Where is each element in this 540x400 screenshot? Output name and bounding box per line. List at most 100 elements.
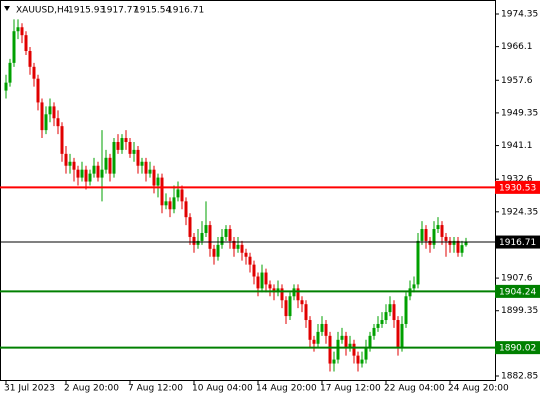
candle-body — [296, 288, 300, 301]
candle-body — [176, 189, 180, 198]
candle-body — [236, 244, 240, 249]
candle-body — [196, 240, 200, 245]
candle-body — [156, 177, 160, 186]
header-value: 1915.93 — [68, 6, 105, 16]
header-value: 1915.54 — [134, 6, 171, 16]
candle-body — [348, 343, 352, 348]
candle-body — [36, 78, 40, 103]
header-arrow[interactable] — [4, 6, 10, 11]
candle-body — [392, 304, 396, 321]
level-label: 1916.71 — [499, 238, 536, 248]
candle-body — [116, 141, 120, 150]
candle-body — [376, 323, 380, 328]
candle-body — [188, 217, 192, 237]
level-label-bg — [495, 235, 540, 249]
candle-body — [256, 276, 260, 289]
candle-body — [312, 339, 316, 344]
candle-body — [32, 66, 36, 79]
candle-body — [164, 201, 168, 206]
candle-body — [248, 256, 252, 265]
candle-body — [460, 245, 464, 253]
candle-body — [128, 141, 132, 154]
candle-body — [340, 335, 344, 340]
candle-body — [440, 225, 444, 237]
x-tick-label: 10 Aug 04:00 — [192, 384, 253, 394]
x-tick-label: 22 Aug 04:00 — [384, 384, 445, 394]
candle-body — [152, 169, 156, 186]
candle-body — [260, 272, 264, 289]
candle-body — [432, 229, 436, 245]
candle-body — [72, 161, 76, 170]
candle-body — [168, 201, 172, 210]
candle-body — [308, 320, 312, 340]
x-tick-label: 24 Aug 20:00 — [448, 384, 509, 394]
candle-body — [316, 331, 320, 344]
candle-body — [172, 197, 176, 210]
candle-body — [424, 229, 428, 241]
x-tick-label: 31 Jul 2023 — [4, 384, 55, 394]
candle-body — [244, 252, 248, 257]
candle-body — [396, 320, 400, 348]
x-tick-label: 7 Aug 12:00 — [128, 384, 183, 394]
y-tick-label: 1974.35 — [501, 10, 538, 20]
candle-body — [444, 236, 448, 241]
level-label-bg — [495, 341, 540, 355]
candle-body — [48, 106, 52, 115]
level-label: 1904.24 — [499, 287, 536, 297]
candle-body — [368, 335, 372, 348]
candle-body — [304, 304, 308, 321]
candle-body — [300, 300, 304, 305]
candle-body — [280, 288, 284, 301]
candle-body — [52, 106, 56, 119]
candle-body — [80, 169, 84, 178]
candle-body — [60, 126, 64, 154]
y-tick-label: 1966.1 — [501, 42, 533, 52]
y-tick-label: 1907.6 — [501, 274, 533, 284]
candle-body — [216, 244, 220, 257]
level-label: 1930.53 — [499, 183, 536, 193]
candle-body — [100, 169, 104, 178]
candle-body — [464, 242, 468, 246]
candle-body — [276, 288, 280, 293]
candle-body — [352, 343, 356, 356]
candle-body — [264, 272, 268, 285]
symbol: XAUUSD,H4 — [16, 6, 70, 16]
candle-body — [420, 229, 424, 241]
candle-body — [204, 225, 208, 233]
candle-body — [436, 225, 440, 230]
candle-body — [180, 189, 184, 202]
candle-body — [88, 173, 92, 182]
candle-body — [56, 118, 60, 127]
candle-body — [12, 31, 16, 63]
candle-body — [92, 165, 96, 174]
header-value: 1916.71 — [167, 6, 204, 16]
candle-body — [224, 229, 228, 237]
candle-body — [268, 284, 272, 289]
candle-body — [344, 335, 348, 348]
candle-body — [120, 138, 124, 150]
candle-body — [232, 240, 236, 249]
y-tick-label: 1957.6 — [501, 76, 533, 86]
candle-body — [64, 153, 68, 166]
candle-body — [24, 35, 28, 51]
candle-body — [108, 157, 112, 174]
candle-body — [252, 264, 256, 277]
candle-body — [320, 323, 324, 332]
candle-body — [400, 323, 404, 348]
candle-body — [412, 284, 416, 289]
y-tick-label: 1949.35 — [501, 108, 538, 118]
candle-body — [240, 244, 244, 253]
candle-body — [76, 169, 80, 178]
level-label: 1890.02 — [499, 344, 536, 354]
candle-body — [4, 82, 8, 91]
candle-body — [84, 169, 88, 182]
header-value: 1917.77 — [101, 6, 138, 16]
candle-body — [20, 27, 24, 36]
candle-body — [288, 296, 292, 317]
candle-body — [372, 327, 376, 336]
candle-body — [380, 320, 384, 324]
candle-body — [184, 201, 188, 218]
candle-body — [148, 169, 152, 174]
candle-body — [328, 335, 332, 364]
